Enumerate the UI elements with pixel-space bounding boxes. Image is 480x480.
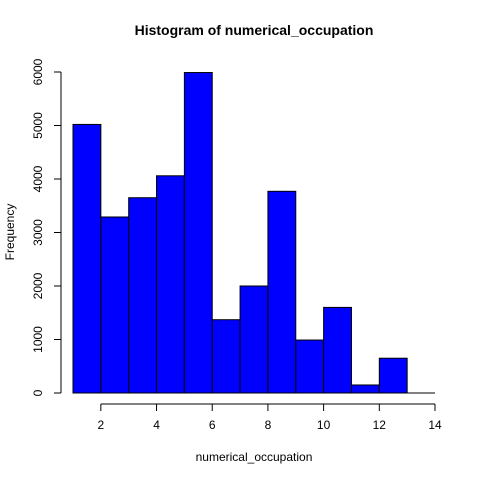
y-axis: 0 1000 2000 3000 4000 5000 6000: [31, 58, 62, 396]
y-tick-label-0: 0: [31, 389, 45, 396]
histogram-bar-8: [267, 190, 297, 394]
x-tick-label-12: 12: [373, 418, 387, 432]
y-tick-label-3000: 3000: [31, 219, 45, 246]
histogram-bar-6: [211, 319, 241, 394]
histogram-bar-4: [156, 175, 185, 394]
histogram-bar-1: [72, 123, 102, 394]
histogram-bar-2: [100, 216, 130, 394]
x-tick-label-14: 14: [428, 418, 442, 432]
y-tick-label-6000: 6000: [31, 58, 45, 85]
x-tick-label-10: 10: [317, 418, 331, 432]
x-tick-label-2: 2: [98, 418, 105, 432]
histogram-bar-3: [128, 197, 158, 394]
histogram-bar-7: [239, 285, 269, 394]
chart-title: Histogram of numerical_occupation: [135, 22, 374, 38]
y-tick-label-2000: 2000: [31, 272, 45, 299]
histogram-bar-5: [183, 72, 213, 394]
y-tick-label-1000: 1000: [31, 326, 45, 353]
histogram-bar-10: [323, 306, 352, 394]
histogram-bar-11: [350, 384, 380, 394]
x-axis: 2 4 6 8 10 12 14: [98, 403, 442, 432]
bars-group: [72, 72, 435, 394]
x-axis-label: numerical_occupation: [196, 450, 313, 464]
x-tick-label-6: 6: [209, 418, 216, 432]
y-axis-label: Frequency: [3, 204, 17, 261]
y-tick-label-4000: 4000: [31, 165, 45, 192]
x-tick-label-8: 8: [265, 418, 272, 432]
histogram-bar-9: [295, 339, 325, 394]
y-tick-label-5000: 5000: [31, 112, 45, 139]
x-tick-label-4: 4: [153, 418, 160, 432]
histogram-bar-12: [378, 357, 408, 394]
